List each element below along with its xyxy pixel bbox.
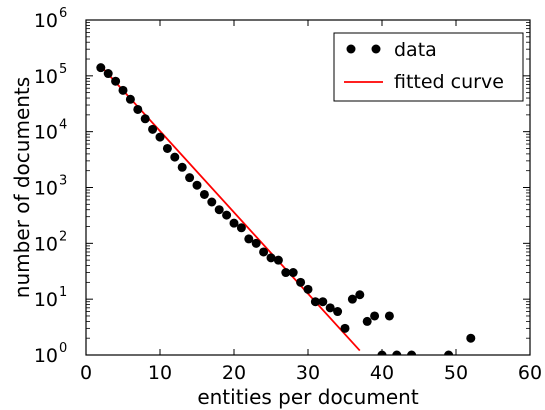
legend-label-fitted: fitted curve: [394, 71, 504, 93]
data-point: [355, 290, 365, 300]
data-point: [118, 85, 128, 95]
legend-label-data: data: [394, 39, 437, 61]
x-tick-label: 0: [80, 362, 92, 384]
data-point: [170, 152, 180, 162]
y-tick-exponent: 6: [59, 6, 67, 21]
y-tick-exponent: 5: [59, 62, 67, 77]
data-point: [266, 253, 276, 263]
y-tick-exponent: 0: [59, 341, 67, 356]
legend: data fitted curve: [333, 32, 524, 102]
data-point: [303, 284, 313, 294]
data-point: [310, 297, 320, 307]
plot-area: [96, 63, 476, 355]
data-point: [273, 255, 283, 265]
x-axis-label: entities per document: [197, 385, 419, 409]
data-point: [347, 294, 357, 304]
y-tick-label: 10: [34, 10, 58, 32]
data-point: [392, 350, 402, 355]
x-tick-label: 40: [370, 362, 394, 384]
y-tick-label: 10: [34, 66, 58, 88]
data-point: [111, 76, 121, 86]
data-point: [251, 238, 261, 248]
y-tick-label: 10: [34, 178, 58, 200]
data-point: [244, 234, 254, 244]
y-tick-exponent: 3: [59, 174, 67, 189]
legend-data-marker: [346, 44, 356, 54]
data-point: [296, 277, 306, 287]
data-point: [207, 197, 217, 207]
y-tick-exponent: 4: [59, 118, 67, 133]
x-tick-label: 30: [296, 362, 320, 384]
data-point: [370, 311, 380, 321]
data-point: [125, 94, 135, 104]
data-point: [444, 350, 454, 355]
data-point: [466, 333, 476, 343]
legend-data-marker: [371, 44, 381, 54]
data-point: [340, 323, 350, 333]
data-point: [281, 268, 291, 278]
data-point: [192, 180, 202, 190]
y-axis-label: number of documents: [10, 77, 34, 298]
data-point: [325, 303, 335, 313]
x-tick-label: 20: [222, 362, 246, 384]
data-point: [259, 247, 269, 257]
data-point: [288, 268, 298, 278]
y-tick-label: 10: [34, 233, 58, 255]
data-point: [96, 63, 106, 73]
y-tick-label: 10: [34, 289, 58, 311]
x-tick-label: 10: [148, 362, 172, 384]
data-point: [333, 307, 343, 317]
data-point: [222, 210, 232, 220]
legend-box: [333, 32, 524, 102]
data-point: [377, 350, 387, 355]
x-tick-label: 50: [444, 362, 468, 384]
data-point: [229, 218, 239, 228]
y-tick-label: 10: [34, 122, 58, 144]
data-point: [133, 104, 143, 114]
y-tick-exponent: 2: [59, 229, 67, 244]
data-point: [177, 162, 187, 172]
data-point: [384, 311, 394, 321]
data-point: [236, 223, 246, 233]
x-tick-label: 60: [518, 362, 542, 384]
data-point: [362, 316, 372, 326]
data-point: [148, 124, 158, 134]
data-point: [318, 297, 328, 307]
data-point: [185, 173, 195, 183]
y-tick-exponent: 1: [59, 285, 67, 300]
y-tick-label: 10: [34, 345, 58, 367]
data-point: [140, 114, 150, 124]
data-point: [103, 69, 113, 79]
data-point: [162, 143, 172, 153]
data-point: [214, 205, 224, 215]
data-point: [407, 350, 417, 355]
data-point: [155, 132, 165, 142]
data-point: [199, 189, 209, 199]
